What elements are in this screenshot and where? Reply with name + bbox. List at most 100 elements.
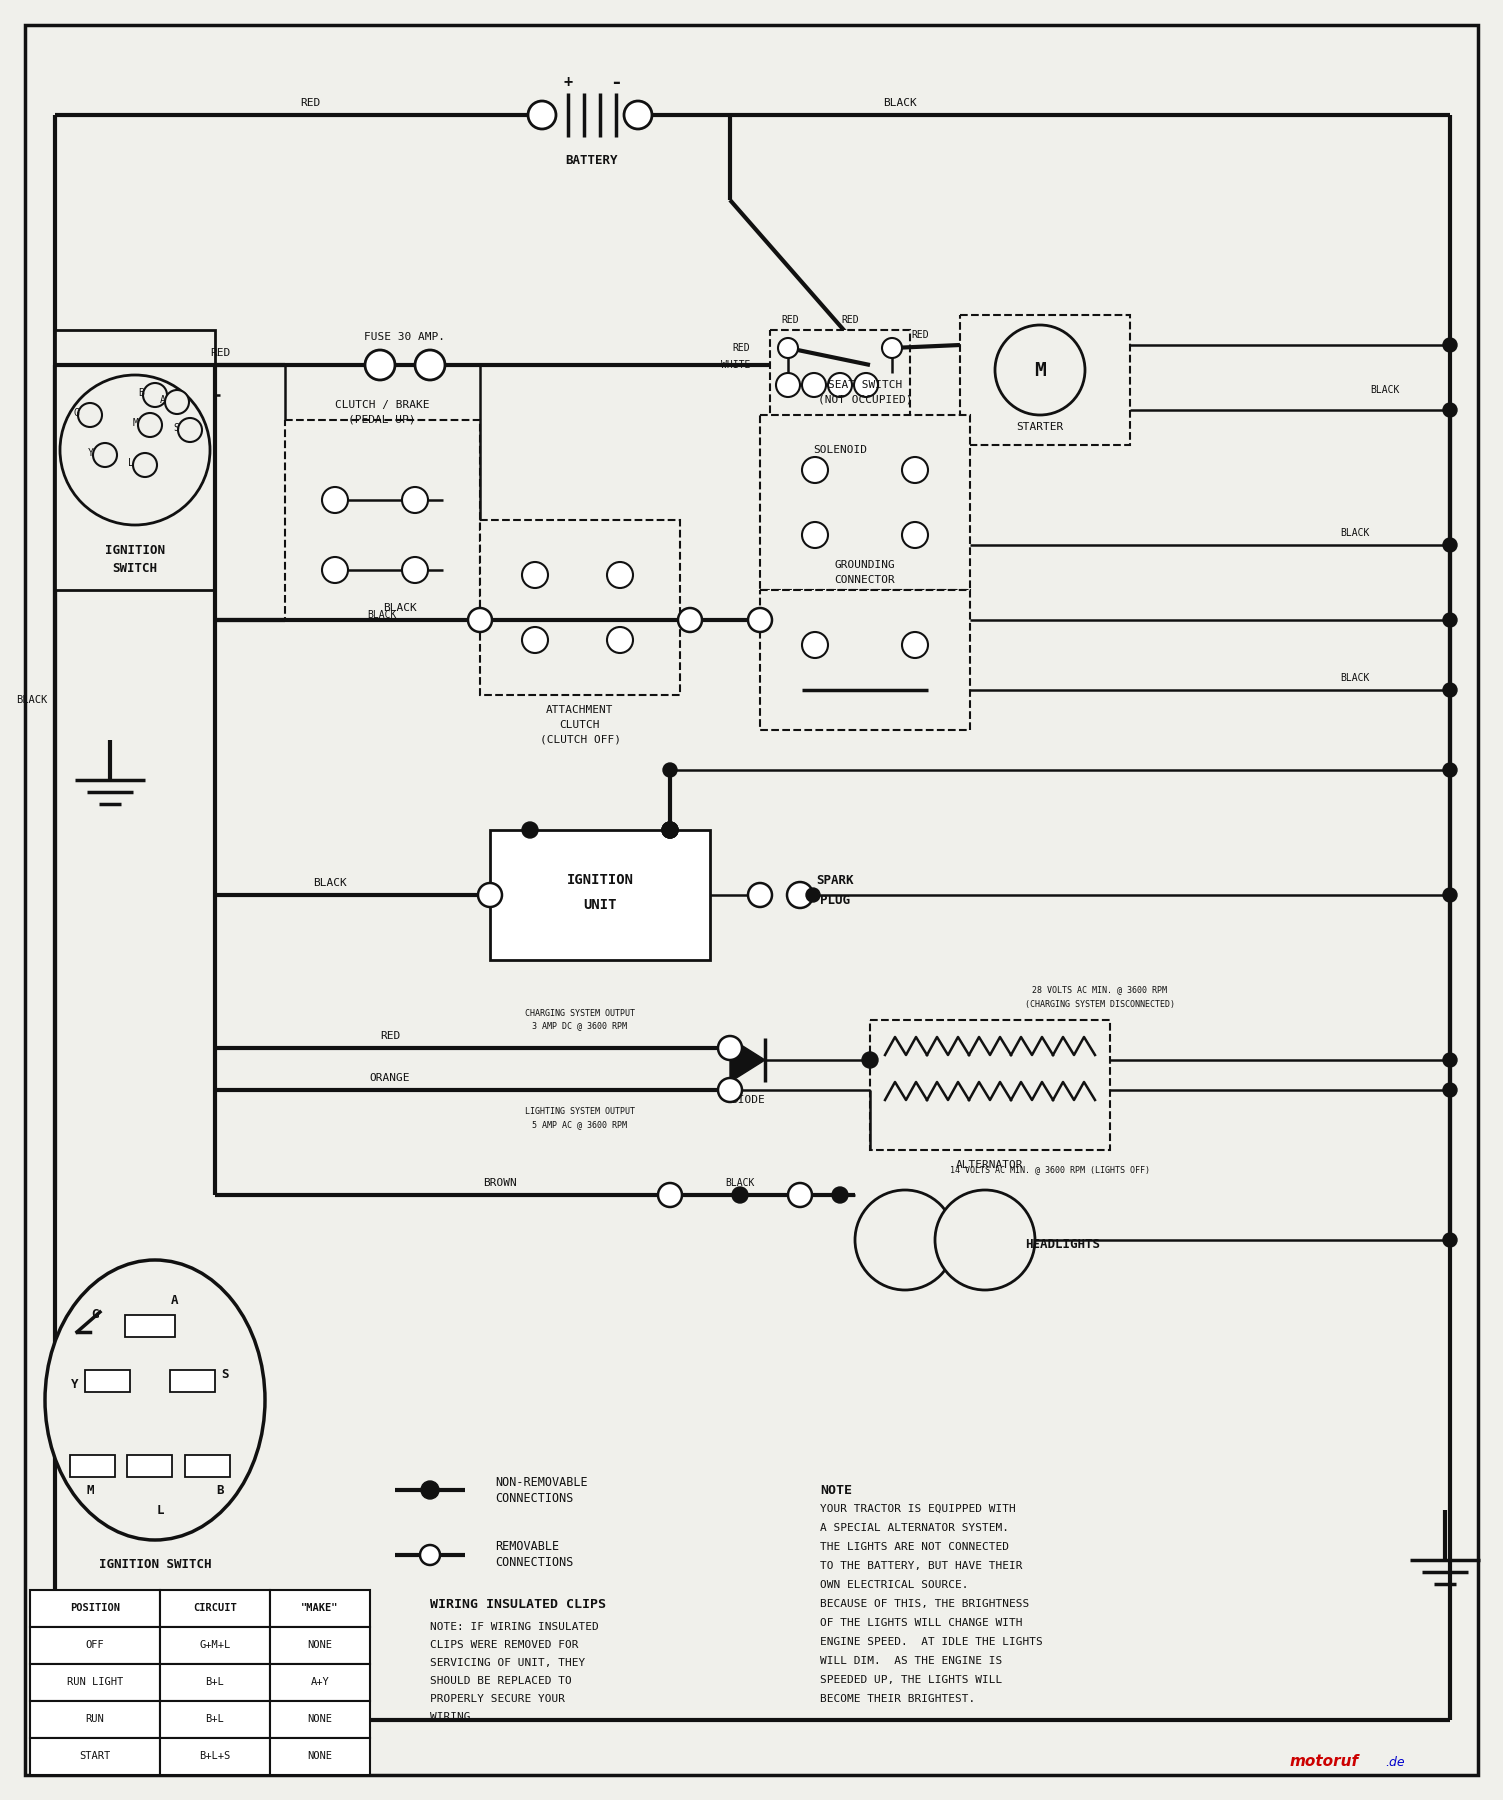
Circle shape: [322, 488, 349, 513]
Circle shape: [788, 1183, 812, 1208]
Circle shape: [661, 823, 678, 839]
Circle shape: [1443, 338, 1456, 353]
Text: SWITCH: SWITCH: [113, 562, 158, 574]
Text: RED: RED: [210, 347, 230, 358]
Circle shape: [138, 412, 162, 437]
Bar: [960, 315, 1130, 445]
Text: M: M: [1034, 360, 1046, 380]
Circle shape: [467, 608, 491, 632]
Text: REMOVABLE: REMOVABLE: [494, 1541, 559, 1553]
Text: GROUNDING: GROUNDING: [834, 560, 896, 571]
Text: NON-REMOVABLE: NON-REMOVABLE: [494, 1476, 588, 1489]
Text: IGNITION: IGNITION: [105, 544, 165, 556]
Text: -: -: [610, 74, 622, 92]
Text: BLACK: BLACK: [1341, 527, 1371, 538]
Text: BECOME THEIR BRIGHTEST.: BECOME THEIR BRIGHTEST.: [821, 1694, 975, 1705]
Bar: [479, 520, 679, 695]
Polygon shape: [730, 1039, 765, 1082]
Bar: [271, 1701, 370, 1739]
Bar: [159, 1627, 271, 1663]
Circle shape: [401, 556, 428, 583]
Text: OWN ELECTRICAL SOURCE.: OWN ELECTRICAL SOURCE.: [821, 1580, 968, 1589]
Circle shape: [60, 374, 210, 526]
Circle shape: [322, 556, 349, 583]
Text: STARTER: STARTER: [1016, 421, 1064, 432]
Bar: [159, 1589, 271, 1627]
Circle shape: [1443, 763, 1456, 778]
Bar: [770, 329, 909, 481]
Text: BLACK: BLACK: [313, 878, 347, 887]
Text: A SPECIAL ALTERNATOR SYSTEM.: A SPECIAL ALTERNATOR SYSTEM.: [821, 1523, 1009, 1534]
Text: NOTE: NOTE: [821, 1483, 852, 1496]
Bar: [271, 1589, 370, 1627]
Ellipse shape: [45, 1260, 265, 1541]
Text: POSITION: POSITION: [71, 1604, 120, 1613]
Text: CLIPS WERE REMOVED FOR: CLIPS WERE REMOVED FOR: [430, 1640, 579, 1651]
Text: CONNECTIONS: CONNECTIONS: [494, 1557, 573, 1570]
Text: CONNECTIONS: CONNECTIONS: [494, 1492, 573, 1505]
Text: motoruf: motoruf: [1290, 1755, 1359, 1769]
Circle shape: [1443, 1084, 1456, 1096]
Text: OFF: OFF: [86, 1640, 104, 1651]
Text: LIGHTING SYSTEM OUTPUT: LIGHTING SYSTEM OUTPUT: [525, 1107, 634, 1116]
Circle shape: [718, 1078, 742, 1102]
Circle shape: [401, 488, 428, 513]
Text: G: G: [74, 409, 80, 418]
Circle shape: [806, 887, 821, 902]
Bar: [125, 1316, 174, 1337]
Circle shape: [803, 632, 828, 659]
Circle shape: [177, 418, 201, 443]
Circle shape: [143, 383, 167, 407]
Bar: [761, 590, 969, 731]
Circle shape: [935, 1190, 1036, 1291]
Bar: [30, 1739, 159, 1775]
Text: SPARK: SPARK: [816, 873, 854, 887]
Text: WHITE: WHITE: [123, 378, 156, 389]
Text: A+Y: A+Y: [311, 1678, 329, 1687]
Circle shape: [803, 522, 828, 547]
Text: START: START: [80, 1751, 111, 1760]
Circle shape: [995, 326, 1085, 416]
Text: M: M: [134, 418, 138, 428]
Text: BROWN: BROWN: [482, 1177, 517, 1188]
Circle shape: [779, 338, 798, 358]
Text: NONE: NONE: [308, 1640, 332, 1651]
Text: SEAT SWITCH: SEAT SWITCH: [828, 380, 902, 391]
Bar: [126, 1454, 171, 1478]
Text: ALTERNATOR: ALTERNATOR: [956, 1159, 1024, 1170]
Circle shape: [1443, 1053, 1456, 1067]
Circle shape: [528, 101, 556, 130]
Circle shape: [855, 1190, 954, 1291]
Text: WILL DIM.  AS THE ENGINE IS: WILL DIM. AS THE ENGINE IS: [821, 1656, 1003, 1667]
Bar: [271, 1739, 370, 1775]
Circle shape: [132, 454, 156, 477]
Text: RUN: RUN: [86, 1714, 104, 1724]
Bar: [271, 1663, 370, 1701]
Circle shape: [1443, 682, 1456, 697]
Text: 3 AMP DC @ 3600 RPM: 3 AMP DC @ 3600 RPM: [532, 1022, 627, 1030]
Text: BLACK: BLACK: [15, 695, 47, 706]
Circle shape: [732, 1186, 748, 1202]
Text: BLACK: BLACK: [367, 610, 397, 619]
Text: PLUG: PLUG: [821, 893, 851, 907]
Circle shape: [828, 373, 852, 398]
Circle shape: [478, 884, 502, 907]
Text: BLACK: BLACK: [1341, 673, 1371, 682]
Text: Y: Y: [71, 1379, 78, 1391]
Text: B: B: [216, 1483, 224, 1496]
Text: +: +: [564, 76, 573, 90]
Text: A: A: [171, 1294, 179, 1307]
Circle shape: [1443, 614, 1456, 626]
Text: (PEDAL UP): (PEDAL UP): [349, 416, 416, 425]
Text: S: S: [173, 423, 179, 434]
Text: BLACK: BLACK: [884, 97, 917, 108]
Circle shape: [661, 823, 678, 839]
Bar: [159, 1663, 271, 1701]
Bar: [185, 1454, 230, 1478]
Circle shape: [748, 884, 773, 907]
Circle shape: [833, 1186, 848, 1202]
Text: HEADLIGHTS: HEADLIGHTS: [1025, 1238, 1100, 1251]
Text: RED: RED: [842, 315, 858, 326]
Text: (CHARGING SYSTEM DISCONNECTED): (CHARGING SYSTEM DISCONNECTED): [1025, 1001, 1175, 1010]
Circle shape: [678, 608, 702, 632]
